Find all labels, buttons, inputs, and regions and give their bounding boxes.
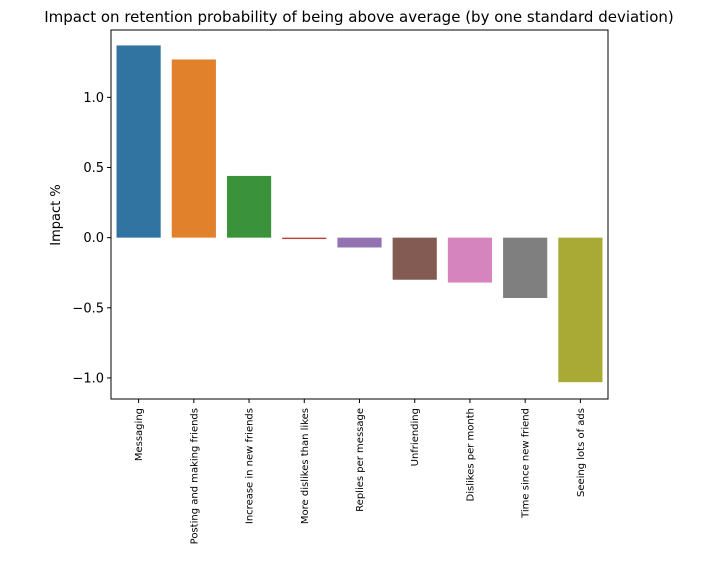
x-tick-label: Time since new friend [521,408,532,519]
bar-3 [282,237,327,240]
y-ticks-group: 1.0 0.5 0.0 −0.5 −1.0 [72,91,111,386]
x-tick-label: Posting and making friends [189,408,200,544]
bars-group [116,45,603,383]
x-tick-label: More dislikes than likes [300,408,311,524]
bar-8 [558,237,603,383]
y-tick-label: −0.5 [72,301,104,316]
x-tick-label: Messaging [134,408,145,461]
y-tick-label: 0.5 [83,161,104,176]
plot-frame [110,29,609,400]
bar-4 [337,237,382,248]
x-tick-label: Increase in new friends [245,408,256,524]
bar-5 [392,237,437,280]
y-tick-label: 1.0 [83,91,104,106]
bar-0 [116,45,161,238]
bar-7 [503,237,548,298]
x-ticks-group: Messaging Posting and making friends Incre… [134,399,587,544]
bar-2 [226,175,272,238]
x-tick-label: Seeing lots of ads [576,408,587,497]
x-tick-label: Unfriending [410,408,421,466]
y-axis-label: Impact % [49,184,64,245]
y-tick-label: 0.0 [83,231,104,246]
bar-6 [447,237,493,283]
x-tick-label: Replies per message [355,408,366,512]
bar-1 [171,59,216,238]
x-tick-label: Dislikes per month [465,408,476,501]
chart-title: Impact on retention probability of being… [44,8,674,26]
y-tick-label: −1.0 [72,371,104,386]
